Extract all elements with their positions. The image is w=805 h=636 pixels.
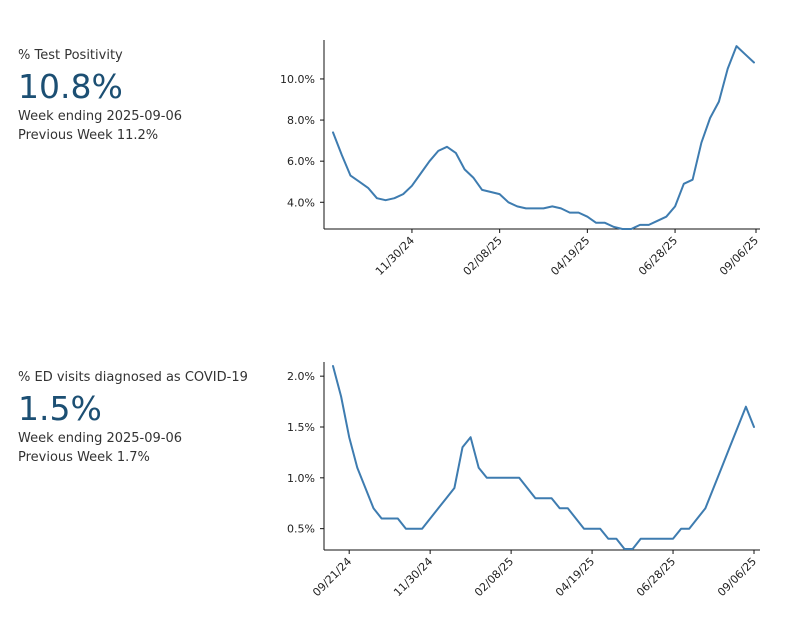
- x-tick-label: 09/06/25: [715, 555, 759, 599]
- x-tick-label: 04/19/25: [548, 234, 592, 278]
- ed-visits-summary: % ED visits diagnosed as COVID-19 1.5% W…: [18, 370, 278, 467]
- test-positivity-summary: % Test Positivity 10.8% Week ending 2025…: [18, 48, 278, 145]
- x-tick-label: 06/28/25: [634, 555, 678, 599]
- y-tick-label: 8.0%: [287, 114, 315, 127]
- x-tick-label: 09/21/24: [310, 555, 354, 599]
- test-positivity-chart: 4.0% 6.0% 8.0% 10.0% 11/30/24 02/08/25 04/19/2…: [280, 40, 761, 278]
- x-tick-label: 11/30/24: [373, 234, 417, 278]
- ed-visits-value: 1.5%: [18, 389, 102, 428]
- x-tick-label: 11/30/24: [391, 555, 435, 599]
- test-positivity-panel: % Test Positivity 10.8% Week ending 2025…: [18, 40, 761, 278]
- ed-visits-title: % ED visits diagnosed as COVID-19: [18, 370, 248, 385]
- ed-visits-week-ending: Week ending 2025-09-06: [18, 431, 183, 446]
- ed-visits-chart: 0.5% 1.0% 1.5% 2.0% 09/21/24 11/30/24 02/08/25…: [287, 362, 760, 599]
- y-tick-label: 0.5%: [287, 523, 315, 536]
- test-positivity-title: % Test Positivity: [18, 48, 123, 63]
- y-tick-label: 4.0%: [287, 196, 315, 209]
- x-tick-label: 02/08/25: [472, 555, 516, 599]
- series-line: [332, 365, 755, 550]
- series-line: [332, 45, 755, 230]
- test-positivity-value: 10.8%: [18, 67, 123, 106]
- test-positivity-week-ending: Week ending 2025-09-06: [18, 109, 183, 124]
- x-tick-label: 09/06/25: [717, 234, 761, 278]
- x-tick-label: 06/28/25: [636, 234, 680, 278]
- y-tick-label: 1.0%: [287, 472, 315, 485]
- ed-visits-previous-week: Previous Week 1.7%: [18, 450, 150, 465]
- test-positivity-previous-week: Previous Week 11.2%: [18, 128, 159, 143]
- y-tick-label: 1.5%: [287, 421, 315, 434]
- y-tick-label: 10.0%: [280, 73, 315, 86]
- ed-visits-panel: % ED visits diagnosed as COVID-19 1.5% W…: [0, 318, 805, 636]
- x-tick-label: 04/19/25: [553, 555, 597, 599]
- x-tick-label: 02/08/25: [461, 234, 505, 278]
- y-tick-label: 2.0%: [287, 370, 315, 383]
- y-tick-label: 6.0%: [287, 155, 315, 168]
